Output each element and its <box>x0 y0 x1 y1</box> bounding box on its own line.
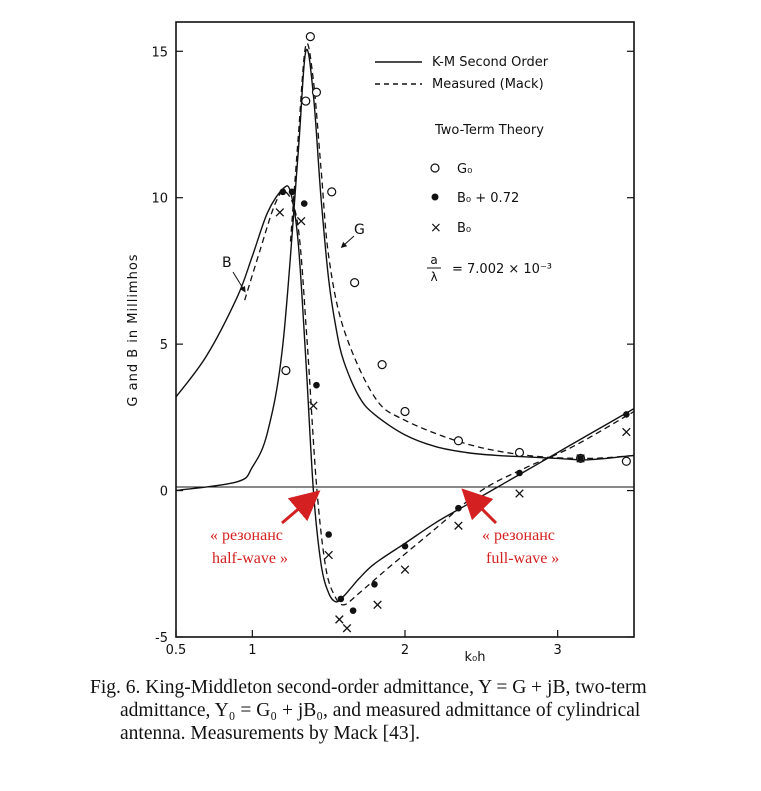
ratio-numerator: a <box>430 253 437 267</box>
g0-marker <box>621 456 631 466</box>
full-wave-line1: « резонанс <box>482 527 555 544</box>
legend-filled-label: B₀ + 0.72 <box>457 191 519 206</box>
curve-label-g: G <box>354 222 365 238</box>
measured-curve-3 <box>244 190 635 606</box>
g0-marker <box>350 278 360 288</box>
markers-layer <box>275 32 631 633</box>
ratio-value: = 7.002 × 10⁻³ <box>452 262 552 277</box>
b0-plus-marker <box>337 595 345 603</box>
g0-marker <box>311 87 322 97</box>
b0-plus-marker <box>313 381 320 389</box>
g0-marker <box>327 187 337 197</box>
y-tick-label: -5 <box>155 631 168 646</box>
curve-label-b: B <box>222 255 232 271</box>
b0-cross-marker <box>400 565 410 574</box>
b0-cross-marker <box>622 427 631 437</box>
y-tick-label: 0 <box>160 485 168 500</box>
b0-cross-marker <box>454 521 463 530</box>
legend-open-label: G₀ <box>457 162 472 177</box>
b0-cross-marker <box>296 216 306 226</box>
x-tick-label: 0.5 <box>166 643 187 658</box>
b0-cross-marker <box>335 615 344 624</box>
annotation-half-wave: « резонанс half-wave » <box>210 490 321 567</box>
g0-marker <box>377 360 387 370</box>
admittance-chart: 0.5 1 2 3 -5 0 5 10 15 G and B in Millimhos k₀h… <box>126 21 635 665</box>
measured-curve-2 <box>289 42 635 460</box>
b0-plus-marker <box>371 580 378 588</box>
legend-filled-marker <box>431 193 439 201</box>
ratio-denominator: λ <box>430 270 437 284</box>
full-wave-line2: full-wave » <box>486 550 559 567</box>
legend: K-M Second Order Measured (Mack) Two-Ter… <box>375 55 552 284</box>
y-axis-label: G and B in Millimhos <box>126 253 141 406</box>
x-tick-label: 3 <box>554 643 562 658</box>
b0-plus-marker <box>325 531 332 538</box>
y-tick-labels: -5 0 5 10 15 <box>151 45 168 646</box>
x-axis-label: k₀h <box>465 650 486 665</box>
figure-caption: Fig. 6. King-Middleton second-order admi… <box>90 676 730 745</box>
b0-cross-marker <box>309 401 318 410</box>
legend-theory-title: Two-Term Theory <box>434 123 544 138</box>
b0-cross-marker <box>324 550 333 560</box>
b0-cross-marker <box>515 489 524 498</box>
km-curve-1 <box>175 185 635 603</box>
legend-cross-marker: × <box>430 220 442 236</box>
y-tick-label: 15 <box>151 45 168 60</box>
legend-dashed-label: Measured (Mack) <box>432 77 544 92</box>
legend-solid-label: K-M Second Order <box>432 55 549 70</box>
b0-plus-marker <box>401 542 409 550</box>
b0-plus-marker <box>279 188 287 196</box>
half-wave-arrow <box>281 490 321 525</box>
g0-marker <box>453 436 464 446</box>
caption-line-2: admittance, Y₀ = G₀ + jB₀, and measured … <box>120 700 641 721</box>
b0-plus-marker <box>455 504 462 512</box>
half-wave-line2: half-wave » <box>212 550 288 567</box>
b0-plus-marker <box>300 200 308 207</box>
y-tick-label: 10 <box>151 192 168 207</box>
x-tick-label: 1 <box>248 643 256 658</box>
b0-plus-marker <box>349 607 357 614</box>
annotation-full-wave: « резонанс full-wave » <box>461 488 559 567</box>
legend-open-marker <box>430 163 440 173</box>
caption-line-1: Fig. 6. King-Middleton second-order admi… <box>90 677 647 698</box>
x-tick-labels: 0.5 1 2 3 <box>166 643 562 658</box>
curve-label-g-arrow <box>340 235 355 249</box>
b0-cross-marker <box>373 600 382 610</box>
b0-plus-marker <box>623 411 630 418</box>
legend-cross-label: B₀ <box>457 221 471 236</box>
curves-layer <box>175 42 635 606</box>
curve-label-b-arrow <box>232 271 246 293</box>
g0-marker <box>400 406 410 417</box>
g0-marker <box>301 96 311 106</box>
full-wave-arrow <box>461 488 498 525</box>
b0-cross-marker <box>275 208 285 217</box>
caption-line-3: antenna. Measurements by Mack [43]. <box>120 723 420 744</box>
b0-plus-marker <box>516 469 523 477</box>
b0-cross-marker <box>342 623 352 633</box>
g0-marker <box>514 447 525 458</box>
half-wave-line1: « резонанс <box>210 527 283 544</box>
y-tick-label: 5 <box>160 338 168 353</box>
b0-cross-marker <box>576 454 585 463</box>
axis-ticks <box>175 50 634 638</box>
g0-marker <box>305 32 315 42</box>
km-curve-0 <box>175 48 635 492</box>
x-tick-label: 2 <box>401 643 409 658</box>
b0-plus-marker <box>288 188 296 196</box>
g0-marker <box>281 365 291 376</box>
